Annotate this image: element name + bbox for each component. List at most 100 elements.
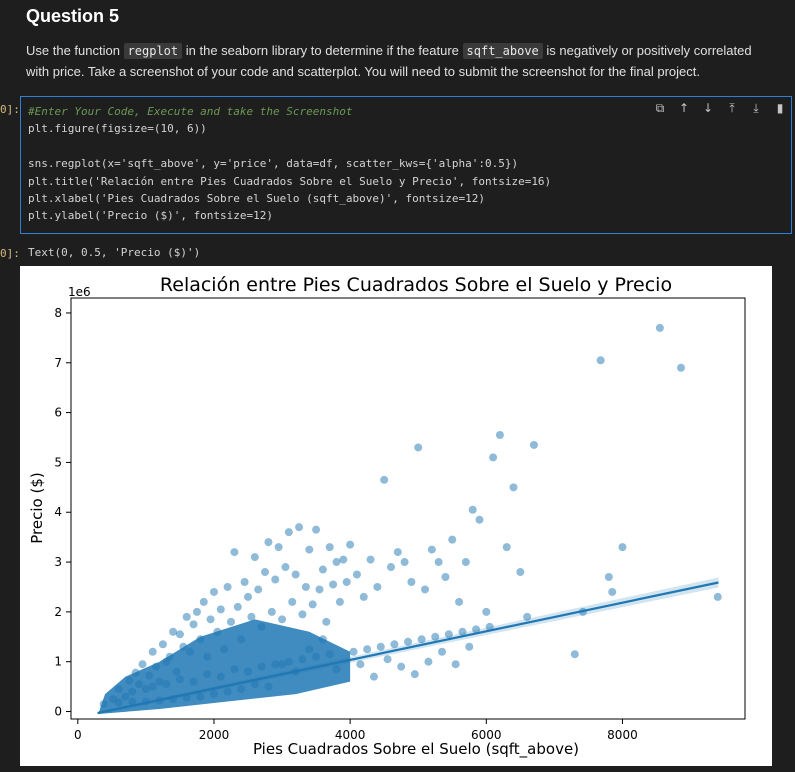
scatter-point xyxy=(318,635,327,644)
scatter-chart: Relación entre Pies Cuadrados Sobre el S… xyxy=(28,274,746,759)
scatter-point xyxy=(250,553,259,562)
scatter-point xyxy=(485,622,494,631)
text-segment: in the seaborn library to determine if t… xyxy=(182,43,463,58)
inline-code-sqft-above: sqft_above xyxy=(462,43,543,59)
y-tick-label: 2 xyxy=(54,605,62,619)
scatter-point xyxy=(226,617,235,626)
scatter-point xyxy=(431,632,440,641)
scatter-point xyxy=(278,660,287,669)
delete-icon[interactable]: ▮ xyxy=(776,101,784,115)
scatter-point xyxy=(404,637,412,646)
scatter-point xyxy=(131,668,140,677)
scatter-point xyxy=(369,672,378,681)
scatter-point xyxy=(135,680,144,689)
scatter-point xyxy=(257,662,266,671)
scatter-point xyxy=(230,665,239,674)
code-line: plt.title('Relación entre Pies Cuadrados… xyxy=(28,174,552,188)
scatter-point xyxy=(318,565,327,574)
scatter-point xyxy=(495,431,504,440)
scatter-point xyxy=(655,323,664,332)
scatter-point xyxy=(523,612,532,621)
scatter-point xyxy=(203,670,212,679)
scatter-point xyxy=(261,568,270,577)
inline-code-regplot: regplot xyxy=(123,43,183,59)
scatter-point xyxy=(349,647,358,656)
scatter-point xyxy=(203,652,212,661)
scatter-point xyxy=(461,558,470,567)
code-comment: #Enter Your Code, Execute and take the S… xyxy=(28,105,353,118)
scatter-point xyxy=(380,475,389,484)
scatter-point xyxy=(335,597,344,606)
x-tick-label: 0 xyxy=(74,728,82,742)
scatter-point xyxy=(186,647,195,656)
x-tick-label: 4000 xyxy=(335,728,366,742)
scatter-point xyxy=(237,685,246,694)
scatter-point xyxy=(713,592,722,601)
y-axis-label: Precio ($) xyxy=(28,472,46,543)
move-down-icon[interactable]: ↓ xyxy=(702,101,714,115)
scatter-point xyxy=(516,568,525,577)
move-up-icon[interactable]: ↑ xyxy=(678,101,690,115)
x-axis-label: Pies Cuadrados Sobre el Suelo (sqft_abov… xyxy=(253,740,579,759)
scatter-point xyxy=(155,677,164,686)
scatter-point xyxy=(427,545,436,554)
dense-point-cluster xyxy=(98,619,351,715)
scatter-figure: Relación entre Pies Cuadrados Sobre el S… xyxy=(20,266,772,766)
scatter-point xyxy=(301,582,310,591)
scatter-point xyxy=(274,543,283,552)
scatter-point xyxy=(278,615,287,624)
scatter-point xyxy=(267,607,276,616)
code-cell[interactable]: #Enter Your Code, Execute and take the S… xyxy=(20,96,792,234)
scatter-point xyxy=(298,655,307,664)
scatter-point xyxy=(604,573,613,582)
scatter-point xyxy=(468,505,477,514)
scatter-point xyxy=(397,662,406,671)
scatter-point xyxy=(458,627,467,636)
question-heading: Question 5 xyxy=(26,6,120,26)
scatter-point xyxy=(152,662,161,671)
scatter-point xyxy=(254,585,263,594)
scatter-point xyxy=(148,682,157,691)
scatter-point xyxy=(332,558,341,567)
scatter-point xyxy=(386,563,395,572)
scatter-point xyxy=(209,690,218,699)
scatter-point xyxy=(618,543,627,552)
scatter-point xyxy=(329,580,338,589)
scatter-point xyxy=(199,597,208,606)
scatter-point xyxy=(339,555,348,564)
scatter-point xyxy=(475,515,484,524)
scatter-point xyxy=(284,657,293,666)
scatter-point xyxy=(677,363,686,372)
chart-title: Relación entre Pies Cuadrados Sobre el S… xyxy=(160,274,672,296)
scatter-point xyxy=(390,640,399,649)
scatter-point xyxy=(158,640,167,649)
scatter-point xyxy=(325,543,334,552)
scatter-point xyxy=(216,672,225,681)
scatter-point xyxy=(421,585,430,594)
scatter-point xyxy=(342,577,351,586)
insert-above-icon[interactable]: ⤒ xyxy=(729,101,735,115)
scatter-point xyxy=(247,612,256,621)
scatter-point xyxy=(281,563,290,572)
scatter-point xyxy=(244,667,253,676)
copy-icon[interactable]: ⧉ xyxy=(655,101,665,115)
scatter-point xyxy=(196,692,205,701)
text-segment: is negatively or positively correlated w… xyxy=(26,43,752,79)
scatter-point xyxy=(237,635,246,644)
y-tick-label: 3 xyxy=(54,555,62,569)
scatter-point xyxy=(414,443,423,452)
code-editor[interactable]: #Enter Your Code, Execute and take the S… xyxy=(28,103,551,225)
scatter-point xyxy=(373,582,382,591)
scatter-point xyxy=(114,698,123,707)
scatter-point xyxy=(482,607,491,616)
scatter-point xyxy=(230,548,239,557)
scatter-point xyxy=(264,682,273,691)
scatter-point xyxy=(213,627,222,636)
scatter-point xyxy=(138,660,147,669)
scatter-point xyxy=(125,676,134,685)
scatter-point xyxy=(356,660,365,669)
scatter-point xyxy=(169,627,178,636)
x-tick-label: 6000 xyxy=(471,728,502,742)
question-text: Use the function regplot in the seaborn … xyxy=(26,40,776,82)
insert-below-icon[interactable]: ⤓ xyxy=(753,101,759,115)
